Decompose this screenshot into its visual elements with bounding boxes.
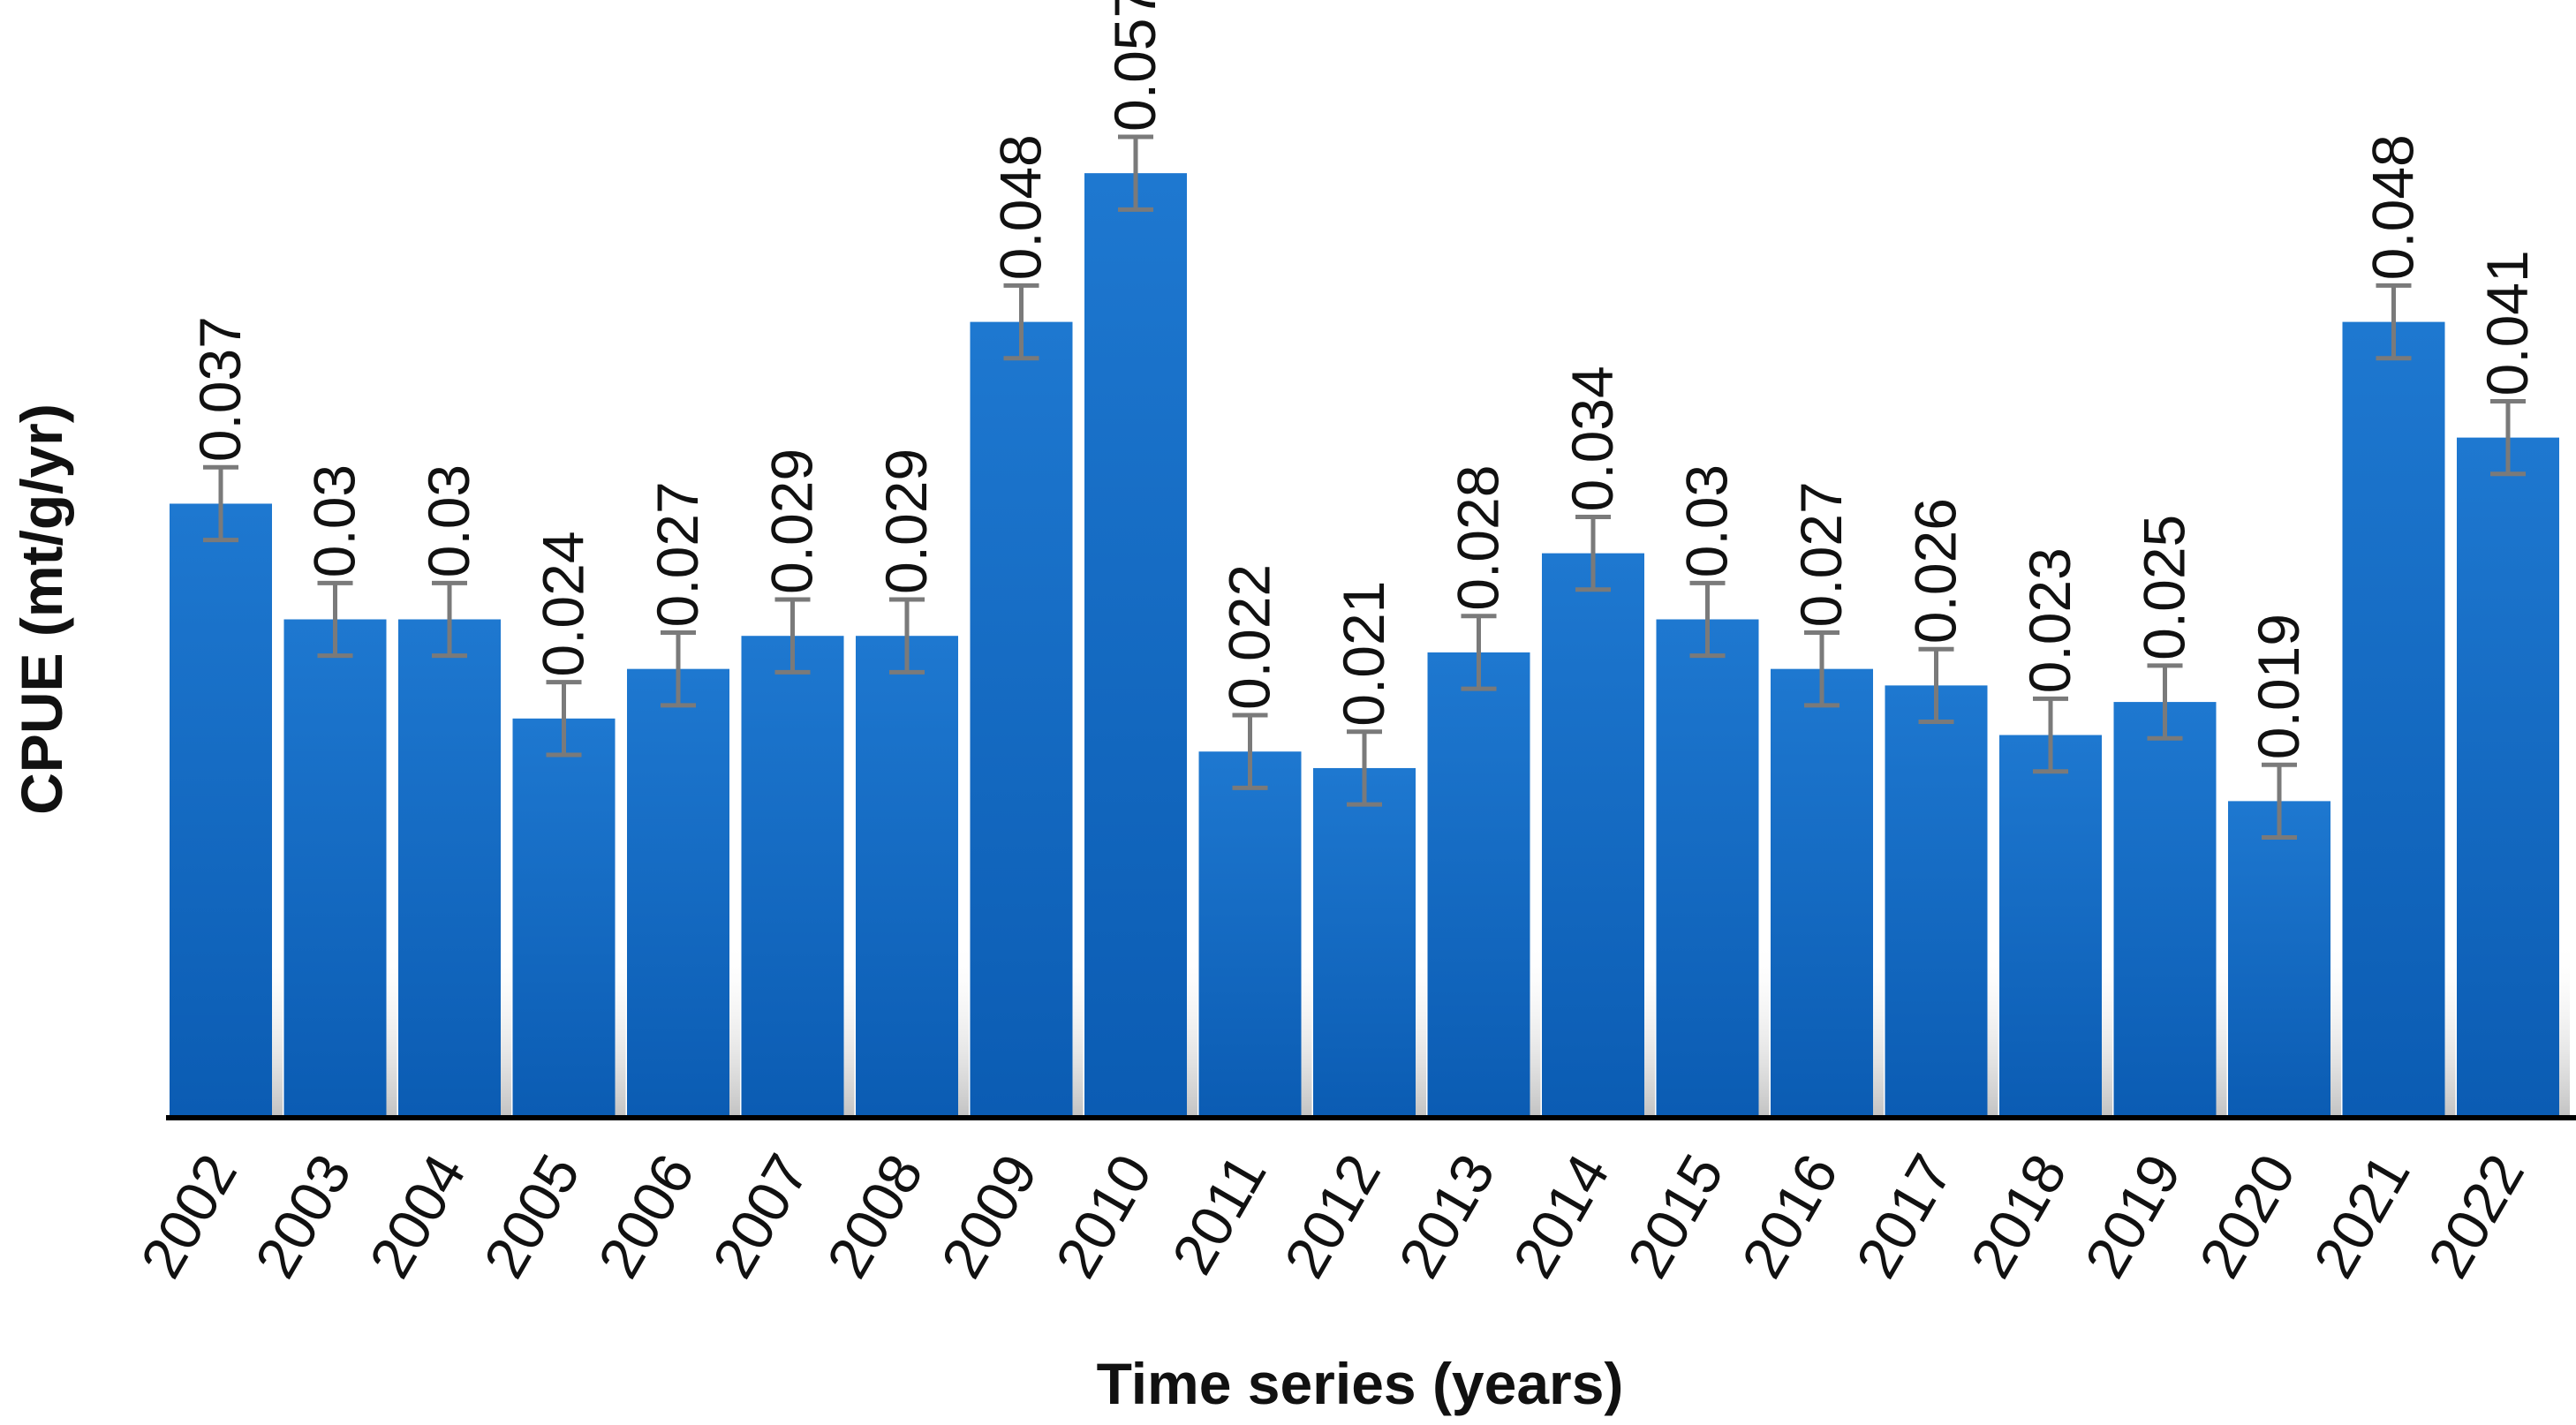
x-tick-label-2011: 2011: [1160, 1143, 1279, 1285]
value-label-2021: 0.048: [2361, 134, 2426, 280]
x-tick-label-2012: 2012: [1272, 1143, 1394, 1288]
x-tick-label-2008: 2008: [814, 1143, 936, 1288]
x-tick-label-2004: 2004: [357, 1143, 478, 1288]
bar-2022: [2457, 437, 2559, 1115]
x-tick-label-2013: 2013: [1386, 1143, 1507, 1288]
x-tick-label-2002: 2002: [128, 1143, 249, 1288]
bar-2015: [1656, 619, 1759, 1115]
value-label-2013: 0.028: [1446, 465, 1511, 611]
x-tick-label-2018: 2018: [1958, 1143, 2079, 1288]
x-tick-label-2021: 2021: [2300, 1143, 2421, 1288]
error-bars-group: [203, 134, 2526, 841]
x-tick-label-2017: 2017: [1843, 1143, 1964, 1288]
value-label-2007: 0.029: [759, 449, 825, 594]
bar-2016: [1771, 668, 1873, 1115]
value-label-2004: 0.03: [416, 464, 481, 577]
y-axis-title: CPUE (mt/g/yr): [9, 403, 74, 815]
bar-2008: [856, 636, 958, 1115]
bar-2014: [1542, 553, 1644, 1115]
x-tick-label-2020: 2020: [2187, 1143, 2308, 1288]
value-label-2002: 0.037: [187, 316, 253, 462]
x-tick-label-2016: 2016: [1729, 1143, 1850, 1288]
value-label-2006: 0.027: [645, 481, 710, 627]
bar-2012: [1313, 767, 1416, 1115]
value-label-2018: 0.023: [2017, 547, 2082, 693]
value-label-2012: 0.021: [1331, 581, 1396, 727]
bar-2011: [1198, 751, 1302, 1115]
value-label-2019: 0.025: [2132, 515, 2197, 660]
value-label-2014: 0.034: [1560, 366, 1625, 511]
x-tick-label-2019: 2019: [2072, 1143, 2193, 1288]
bar-2013: [1427, 652, 1530, 1115]
x-axis-title: Time series (years): [1097, 1351, 1624, 1416]
x-tick-label-2014: 2014: [1500, 1143, 1622, 1288]
bar-2003: [283, 619, 387, 1115]
bar-2002: [170, 503, 272, 1115]
value-label-2008: 0.029: [873, 449, 939, 594]
bar-2021: [2342, 321, 2445, 1116]
x-tick-label-2009: 2009: [928, 1143, 1050, 1288]
value-label-2010: 0.057: [1102, 0, 1167, 132]
bar-2017: [1885, 685, 1988, 1115]
bar-2005: [512, 718, 616, 1115]
value-label-2015: 0.03: [1674, 464, 1740, 577]
bars-group: [170, 173, 2570, 1116]
bar-2010: [1084, 173, 1187, 1115]
bar-2018: [1999, 735, 2102, 1115]
value-label-2016: 0.027: [1788, 481, 1854, 627]
value-label-2009: 0.048: [988, 134, 1054, 280]
bar-2020: [2228, 801, 2330, 1115]
x-tick-label-2010: 2010: [1043, 1143, 1165, 1288]
bar-2009: [970, 321, 1073, 1116]
value-label-2003: 0.03: [302, 464, 367, 577]
x-tick-label-2006: 2006: [585, 1143, 706, 1288]
bar-2007: [741, 636, 844, 1115]
value-label-2022: 0.041: [2474, 250, 2540, 396]
x-tick-label-2003: 2003: [242, 1143, 363, 1288]
bar-2019: [2113, 702, 2217, 1115]
bar-2006: [627, 668, 729, 1115]
value-label-2011: 0.022: [1217, 564, 1282, 710]
bar-2004: [398, 619, 501, 1115]
value-label-2005: 0.024: [531, 531, 596, 676]
x-tick-label-2022: 2022: [2415, 1143, 2536, 1288]
x-tick-label-2015: 2015: [1614, 1143, 1736, 1288]
x-tick-label-2007: 2007: [699, 1143, 820, 1288]
value-label-2017: 0.026: [1903, 498, 1968, 644]
value-labels-group: 0.037 0.03 0.03 0.024 0.027 0.029 0.029 0.048 0.…: [187, 0, 2540, 759]
x-tick-labels-group: 2002200320042005200620072008200920102011…: [128, 1143, 2536, 1288]
x-tick-label-2005: 2005: [471, 1143, 592, 1288]
value-label-2020: 0.019: [2246, 614, 2311, 759]
